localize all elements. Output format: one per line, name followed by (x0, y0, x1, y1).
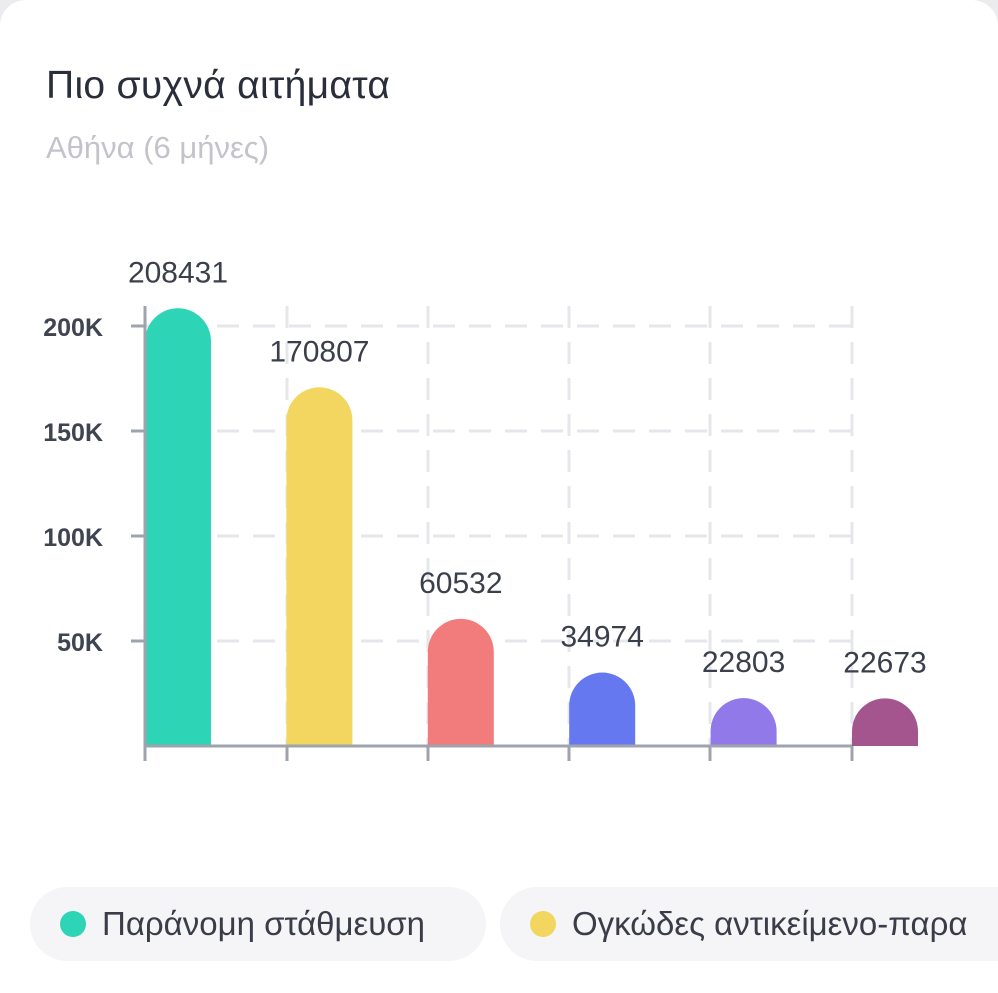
legend-label: Ογκώδες αντικείμενο-παρα (572, 905, 968, 942)
legend-dot-icon (530, 911, 556, 937)
data-label-3: 34974 (560, 621, 643, 654)
bar-5[interactable] (852, 698, 918, 746)
y-tick-label-1: 100K (43, 524, 103, 552)
legend-dot-icon (60, 911, 86, 937)
bar-chart: 50K 100K 150K 200K 208431 170807 60532 34974 22… (43, 256, 927, 761)
bars (145, 308, 918, 746)
data-labels: 208431 170807 60532 34974 22803 22673 (128, 256, 927, 679)
bar-0[interactable] (145, 308, 211, 746)
data-label-4: 22803 (702, 646, 785, 679)
data-label-5: 22673 (843, 646, 926, 679)
y-tick-label-3: 200K (43, 314, 103, 342)
legend-item-illegal-parking[interactable]: Παράνομη στάθμευση (30, 887, 486, 961)
chart-title: Πιο συχνά αιτήματα (46, 64, 391, 107)
axes: 50K 100K 150K 200K (43, 306, 854, 761)
legend-label: Παράνομη στάθμευση (102, 905, 426, 942)
data-label-0: 208431 (128, 256, 228, 289)
bar-2[interactable] (427, 618, 494, 746)
data-label-2: 60532 (419, 567, 502, 600)
y-tick-label-2: 150K (43, 419, 103, 447)
data-label-1: 170807 (269, 335, 369, 368)
legend-item-bulky-item[interactable]: Ογκώδες αντικείμενο-παρα (500, 887, 998, 961)
bar-3[interactable] (569, 672, 636, 746)
legend: Παράνομη στάθμευση Ογκώδες αντικείμενο-π… (30, 887, 998, 961)
y-tick-label-0: 50K (57, 629, 103, 657)
bar-4[interactable] (710, 698, 777, 746)
bar-1[interactable] (286, 387, 353, 746)
grid-lines (145, 306, 854, 746)
chart-subtitle: Αθήνα (6 μήνες) (46, 130, 270, 165)
